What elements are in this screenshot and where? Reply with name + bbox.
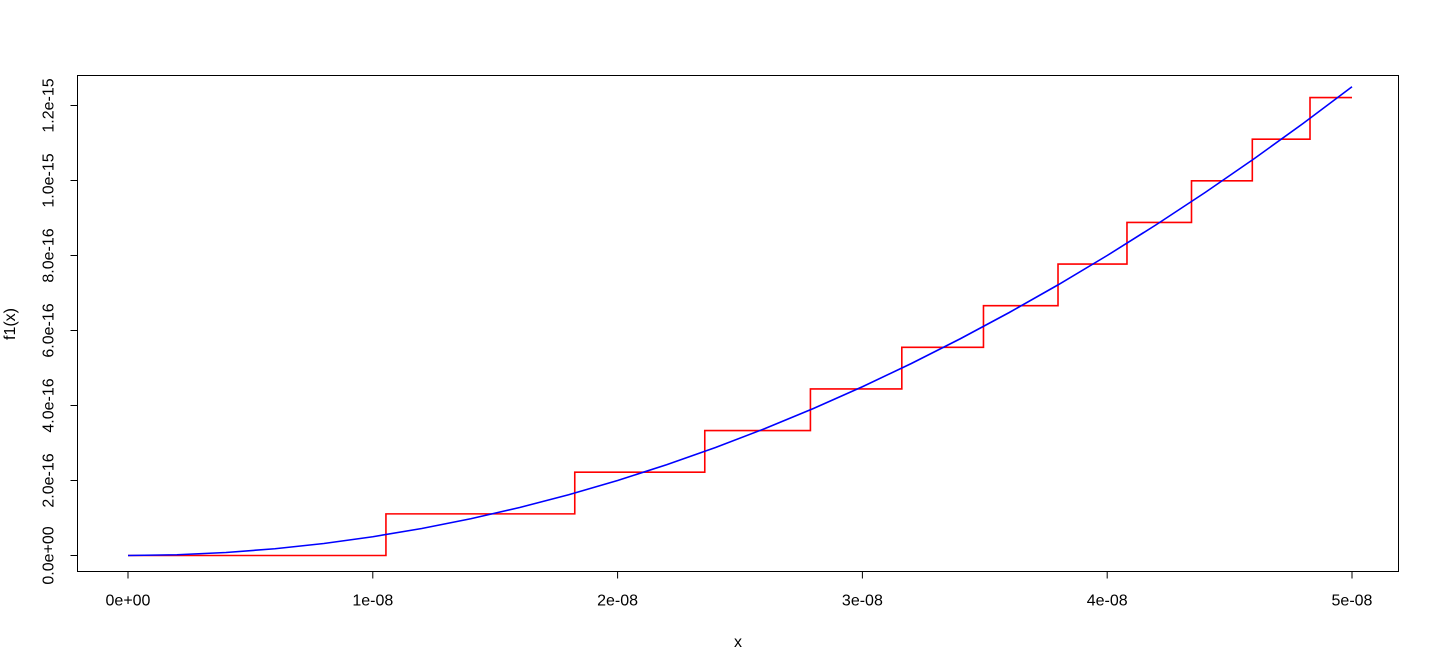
y-tick-label: 1.2e-15	[41, 78, 58, 132]
y-tick-label: 4.0e-16	[41, 378, 58, 432]
y-tick-label: 6.0e-16	[41, 303, 58, 357]
y-tick-label: 8.0e-16	[41, 228, 58, 282]
series-step-curve-red	[128, 96, 1352, 557]
x-tick-label: 3e-08	[842, 593, 883, 610]
x-tick-label: 4e-08	[1087, 593, 1128, 610]
x-axis-title: x	[734, 634, 742, 651]
y-axis-title: f1(x)	[2, 308, 19, 340]
series-smooth-curve-blue	[127, 86, 1353, 557]
x-tick-label: 5e-08	[1332, 593, 1373, 610]
y-tick-label: 0.0e+00	[41, 526, 58, 584]
y-tick-label: 1.0e-15	[41, 153, 58, 207]
y-tick-label: 2.0e-16	[41, 453, 58, 507]
plot-border	[77, 75, 1399, 572]
x-tick-label: 0e+00	[106, 593, 151, 610]
x-tick-label: 1e-08	[352, 593, 393, 610]
x-tick-label: 2e-08	[597, 593, 638, 610]
